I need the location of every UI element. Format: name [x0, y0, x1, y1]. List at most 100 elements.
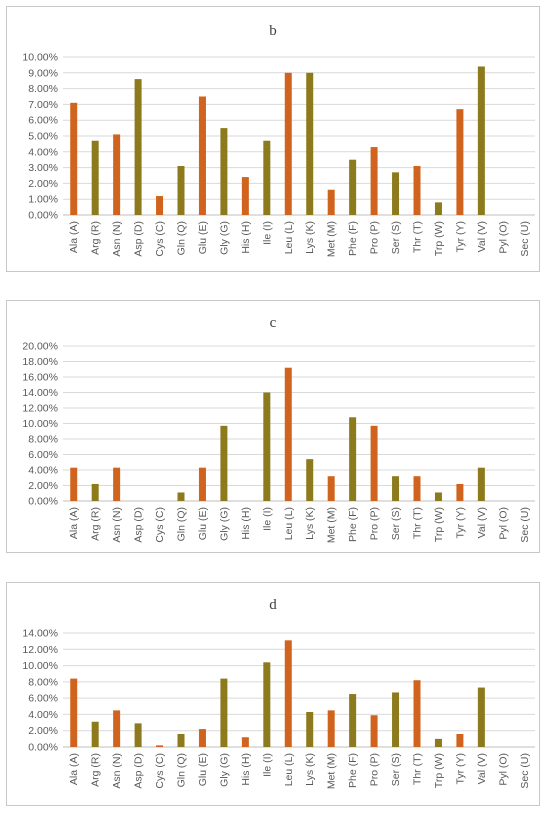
- x-category-label: Tyr (Y): [454, 753, 466, 785]
- x-category-label: Phe (F): [347, 507, 359, 542]
- x-category-label: Cys (C): [154, 507, 166, 543]
- bar-prop: [370, 425, 378, 501]
- y-tick-label: 7.00%: [28, 99, 58, 111]
- chart-title: d: [269, 597, 277, 613]
- bar-leul: [284, 640, 292, 747]
- bar-sers: [392, 692, 400, 747]
- chart-title: b: [269, 23, 277, 39]
- x-category-label: Leu (L): [283, 507, 295, 540]
- bar-thrt: [413, 166, 421, 215]
- x-category-label: Phe (F): [347, 221, 359, 256]
- y-tick-label: 3.00%: [28, 162, 58, 174]
- x-category-label: Ala (A): [68, 221, 80, 253]
- x-category-label: Asn (N): [111, 753, 123, 789]
- chart-d: d 0.00% 2.00% 4.00% 6.00% 8.00% 10.00% 12.00% 14…: [22, 597, 535, 789]
- y-tick-label: 6.00%: [28, 115, 58, 127]
- bar-argr: [91, 483, 99, 501]
- x-category-label: Asp (D): [133, 753, 145, 789]
- x-category-label: Tyr (Y): [454, 507, 466, 539]
- x-category-label: Sec (U): [519, 753, 531, 789]
- bar-phef: [349, 417, 357, 501]
- x-category-label: Gln (Q): [176, 221, 188, 255]
- chart-panel-b: b 0.00% 1.00% 2.00% 3.00% 4.00% 5.00% 6.00% 7.00…: [6, 6, 540, 272]
- x-category-label: Gly (G): [218, 221, 230, 255]
- x-category-label: Lys (K): [304, 753, 316, 786]
- chart-title: c: [270, 315, 277, 331]
- chart-panel-d: d 0.00% 2.00% 4.00% 6.00% 8.00% 10.00% 12.00% 14…: [6, 582, 540, 806]
- bar-lysk: [306, 711, 314, 747]
- bar-hish: [241, 737, 249, 747]
- x-category-label: Lys (K): [304, 507, 316, 540]
- y-tick-label: 10.00%: [22, 418, 58, 430]
- x-category-label: Asp (D): [133, 221, 145, 257]
- bar-metm: [327, 476, 335, 501]
- bar-prop: [370, 147, 378, 215]
- y-tick-label: 14.00%: [22, 387, 58, 399]
- y-tick-label: 10.00%: [22, 660, 58, 672]
- x-category-label: Ile (I): [261, 221, 273, 245]
- x-category-label: Gly (G): [218, 507, 230, 541]
- x-category-label: Sec (U): [519, 221, 531, 257]
- y-tick-label: 12.00%: [22, 644, 58, 656]
- bar-alaa: [70, 102, 78, 215]
- bar-sers: [392, 172, 400, 215]
- bar-trpw: [434, 492, 442, 501]
- y-tick-label: 6.00%: [28, 693, 58, 705]
- x-category-label: Ala (A): [68, 507, 80, 539]
- x-category-label: Pyl (O): [497, 221, 509, 254]
- bar-thrt: [413, 680, 421, 747]
- bar-valv: [477, 687, 485, 747]
- bar-glyg: [220, 128, 228, 215]
- x-category-label: Trp (W): [433, 221, 445, 256]
- x-category-label: Pro (P): [369, 753, 381, 786]
- y-tick-label: 16.00%: [22, 372, 58, 384]
- x-category-label: Ile (I): [261, 753, 273, 777]
- x-category-label: Thr (T): [412, 221, 424, 253]
- bar-tyry: [456, 483, 464, 501]
- bar-asnn: [113, 710, 121, 747]
- y-tick-label: 1.00%: [28, 194, 58, 206]
- x-category-label: Pyl (O): [497, 507, 509, 540]
- bar-glue: [198, 467, 206, 501]
- bar-leul: [284, 72, 292, 215]
- x-category-label: Met (M): [326, 753, 338, 789]
- x-category-label: Sec (U): [519, 507, 531, 543]
- bar-sers: [392, 476, 400, 501]
- x-category-label: Phe (F): [347, 753, 359, 788]
- x-category-label: Arg (R): [90, 507, 102, 541]
- x-category-label: Ser (S): [390, 753, 402, 786]
- y-tick-label: 8.00%: [28, 83, 58, 95]
- bar-aspd: [134, 79, 142, 216]
- x-category-label: Arg (R): [90, 221, 102, 255]
- bar-asnn: [113, 134, 121, 215]
- y-tick-label: 2.00%: [28, 178, 58, 190]
- x-category-label: Ala (A): [68, 753, 80, 785]
- bar-valv: [477, 66, 485, 215]
- x-category-label: Leu (L): [283, 221, 295, 254]
- y-tick-label: 14.00%: [22, 628, 58, 640]
- bar-glue: [198, 96, 206, 215]
- bar-glnq: [177, 733, 185, 747]
- x-category-label: Glu (E): [197, 753, 209, 786]
- bar-ilei: [263, 392, 271, 501]
- x-category-label: Lys (K): [304, 221, 316, 254]
- x-category-label: Val (V): [476, 507, 488, 538]
- bar-metm: [327, 710, 335, 747]
- y-tick-label: 5.00%: [28, 131, 58, 143]
- y-tick-label: 4.00%: [28, 709, 58, 721]
- x-category-label: Asp (D): [133, 507, 145, 543]
- y-tick-label: 0.00%: [28, 742, 58, 754]
- x-category-label: Val (V): [476, 221, 488, 252]
- bar-phef: [349, 159, 357, 215]
- bar-hish: [241, 177, 249, 215]
- y-tick-label: 12.00%: [22, 403, 58, 415]
- y-tick-label: 20.00%: [22, 341, 58, 353]
- bar-trpw: [434, 202, 442, 215]
- bar-glyg: [220, 425, 228, 501]
- y-tick-label: 8.00%: [28, 434, 58, 446]
- x-category-label: His (H): [240, 753, 252, 786]
- bar-aspd: [134, 723, 142, 747]
- x-category-label: Asn (N): [111, 221, 123, 257]
- bar-argr: [91, 721, 99, 747]
- bar-alaa: [70, 678, 78, 747]
